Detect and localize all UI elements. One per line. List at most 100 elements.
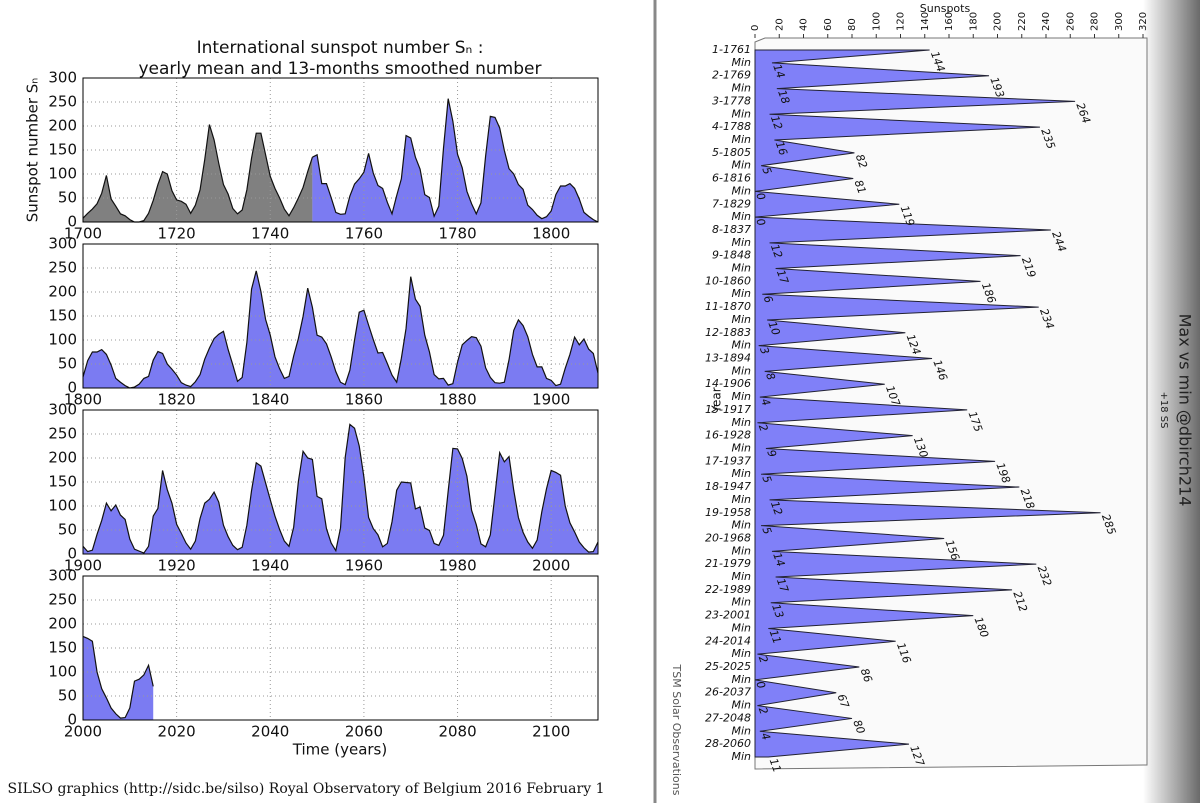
category-label: 21-1979	[705, 557, 751, 570]
category-label: Min	[731, 262, 751, 275]
x-tick-label: 1820	[158, 391, 196, 409]
x-tick-label: 1720	[158, 225, 196, 243]
data-label: 0	[753, 679, 768, 690]
category-label: Min	[731, 107, 751, 120]
y-tick-label: 150	[48, 473, 77, 491]
x-tick-label: 2040	[251, 723, 289, 741]
category-label: Min	[731, 673, 751, 686]
category-label: Min	[731, 339, 751, 352]
category-label: Min	[731, 621, 751, 634]
data-label: 5	[759, 165, 774, 176]
x-tick-label: 1900	[64, 557, 102, 575]
y-axis-label: Sunspot number Sₙ	[24, 78, 42, 223]
area	[312, 98, 598, 222]
area	[83, 270, 598, 388]
y-tick-label: 0	[67, 711, 77, 729]
data-label: 82	[853, 152, 870, 170]
category-label: 12-1883	[705, 326, 751, 339]
y-tick-label: 200	[48, 615, 77, 633]
x-tick-label: 2100	[532, 723, 570, 741]
category-label: 24-2014	[705, 634, 751, 647]
y-tick-label: 100	[48, 663, 77, 681]
x-tick-label: 2080	[438, 723, 476, 741]
side-subtitle: +18 SS	[1158, 392, 1169, 429]
y-tick-label: 200	[48, 117, 77, 135]
category-label: 4-1788	[712, 120, 751, 133]
credit: TSM Solar Observations	[670, 664, 683, 796]
category-label: Min	[731, 750, 751, 763]
x-tick-label: 1940	[251, 557, 289, 575]
x-tick-label: 1780	[438, 225, 476, 243]
data-label: 0	[753, 191, 768, 202]
data-label: 6	[761, 294, 776, 305]
category-label: Min	[731, 287, 751, 300]
data-label: 11	[767, 757, 784, 775]
y-tick-label: 100	[48, 497, 77, 515]
line	[312, 98, 599, 223]
title: International sunspot number Sₙ :	[197, 38, 484, 58]
x-tick-label: 1740	[251, 225, 289, 243]
category-label: Min	[731, 467, 751, 480]
data-label: 12	[768, 500, 785, 518]
y-tick-label: 300	[48, 567, 77, 585]
data-label: 81	[852, 178, 869, 196]
data-label: 18	[775, 88, 792, 106]
data-label: 14	[770, 62, 787, 80]
x-tick-label: 80	[847, 18, 858, 31]
x-axis-label: Time (years)	[292, 741, 387, 759]
y-tick-label: 0	[67, 213, 77, 231]
category-label: 1-1761	[712, 43, 751, 56]
category-label: 27-2048	[705, 711, 751, 724]
x-tick-label: 2000	[532, 557, 570, 575]
x-tick-label: 260	[1065, 12, 1076, 31]
category-label: 3-1778	[712, 94, 751, 107]
x-tick-label: 2000	[64, 723, 102, 741]
data-label: 67	[835, 692, 852, 710]
y-tick-label: 100	[48, 165, 77, 183]
right-y-label: Year	[710, 387, 724, 413]
category-label: Min	[731, 159, 751, 172]
category-label: Min	[731, 390, 751, 403]
category-label: Min	[731, 544, 751, 557]
data-label: 2	[756, 422, 771, 433]
y-tick-label: 300	[48, 235, 77, 253]
y-tick-label: 250	[48, 93, 77, 111]
y-tick-label: 50	[58, 189, 77, 207]
data-label: 12	[768, 242, 785, 260]
y-tick-label: 100	[48, 331, 77, 349]
category-label: 13-1894	[705, 352, 751, 365]
data-label: 0	[753, 217, 768, 228]
category-label: 25-2025	[705, 660, 751, 673]
x-tick-label: 320	[1138, 12, 1149, 31]
line	[82, 270, 599, 389]
y-tick-label: 150	[48, 141, 77, 159]
data-label: 17	[774, 577, 791, 595]
category-label: Min	[731, 364, 751, 377]
category-label: Min	[731, 441, 751, 454]
category-label: Min	[731, 570, 751, 583]
y-tick-label: 300	[48, 401, 77, 419]
line	[82, 124, 313, 223]
data-label: 9	[764, 448, 779, 459]
category-label: Min	[731, 647, 751, 660]
x-tick-label: 1980	[438, 557, 476, 575]
x-tick-label: 1760	[345, 225, 383, 243]
category-label: 20-1968	[705, 531, 751, 544]
category-label: 11-1870	[705, 300, 751, 313]
category-label: 28-2060	[705, 737, 751, 750]
plot-area	[83, 576, 598, 720]
category-label: Min	[731, 416, 751, 429]
category-label: 19-1958	[705, 506, 751, 519]
x-tick-label: 300	[1114, 12, 1125, 31]
data-label: 8	[763, 371, 778, 382]
data-label: 10	[765, 320, 782, 338]
area	[754, 49, 1101, 758]
x-tick-label: 1840	[251, 391, 289, 409]
y-tick-label: 200	[48, 449, 77, 467]
x-tick-label: 1800	[64, 391, 102, 409]
category-label: Min	[731, 519, 751, 532]
data-label: 5	[759, 474, 774, 485]
category-label: 18-1947	[705, 480, 751, 493]
line	[82, 635, 154, 719]
data-label: 5	[759, 525, 774, 536]
